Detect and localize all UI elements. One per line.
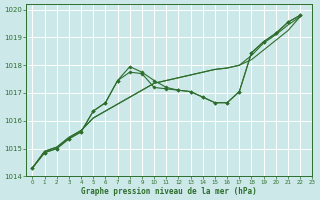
X-axis label: Graphe pression niveau de la mer (hPa): Graphe pression niveau de la mer (hPa): [82, 187, 257, 196]
